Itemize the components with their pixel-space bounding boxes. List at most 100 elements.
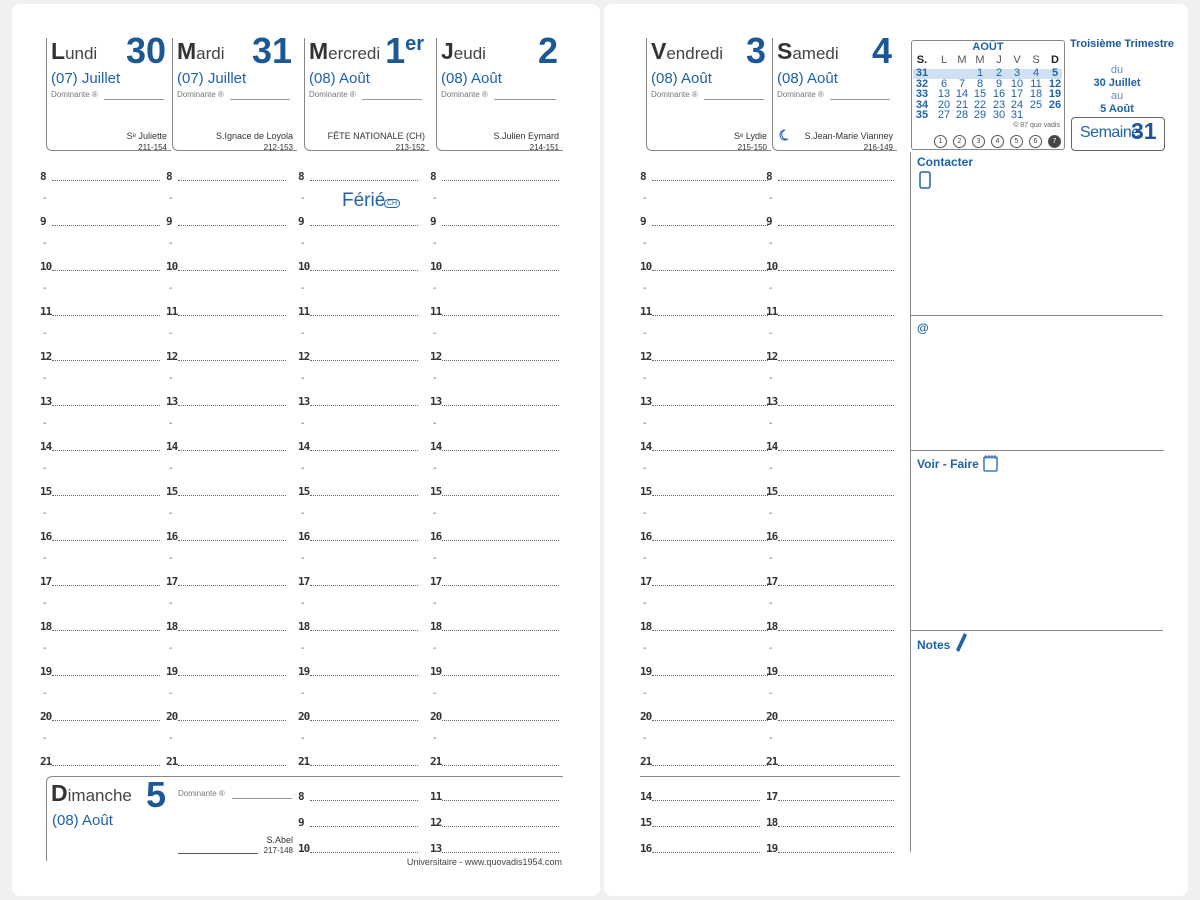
half-hour-dash: - bbox=[643, 553, 647, 564]
hour-line bbox=[310, 852, 418, 853]
hour-label: 20 bbox=[166, 710, 178, 723]
hour-line bbox=[52, 180, 160, 181]
section-label: Notes bbox=[917, 638, 951, 652]
day-header bbox=[172, 38, 297, 151]
day-number: 31 bbox=[251, 30, 292, 71]
half-hour-dash: - bbox=[769, 688, 773, 699]
half-hour-dash: - bbox=[643, 418, 647, 429]
dominante-line bbox=[362, 99, 422, 100]
phone-icon bbox=[919, 171, 931, 189]
half-hour-dash: - bbox=[301, 643, 305, 654]
half-hour-dash: - bbox=[433, 508, 437, 519]
half-hour-dash: - bbox=[433, 283, 437, 294]
calendar-day: 14 bbox=[955, 88, 969, 100]
day-month: (08) Août bbox=[309, 70, 370, 87]
weekday-circle: 1 bbox=[934, 135, 947, 148]
hour-line bbox=[442, 630, 559, 631]
day-month: (08) Août bbox=[441, 70, 502, 87]
hour-label: 10 bbox=[430, 260, 442, 273]
hour-label: 8 bbox=[766, 170, 773, 183]
hour-line bbox=[652, 450, 768, 451]
calendar-day: 3 bbox=[1013, 67, 1021, 79]
dominante-line bbox=[104, 99, 164, 100]
hour-label: 18 bbox=[640, 620, 652, 633]
weekday-circle: 7 bbox=[1048, 135, 1061, 148]
hour-line bbox=[442, 800, 559, 801]
hour-label: 16 bbox=[298, 530, 310, 543]
day-name: Lundi bbox=[51, 38, 98, 64]
half-hour-dash: - bbox=[169, 598, 173, 609]
hour-line bbox=[310, 180, 418, 181]
sunday-month: (08) Août bbox=[52, 812, 113, 829]
day-name: Jeudi bbox=[441, 38, 486, 64]
half-hour-dash: - bbox=[433, 193, 437, 204]
hour-label: 17 bbox=[166, 575, 178, 588]
hour-line bbox=[778, 765, 894, 766]
hour-line bbox=[778, 585, 894, 586]
section-label: Voir - Faire bbox=[917, 457, 979, 471]
half-hour-dash: - bbox=[43, 688, 47, 699]
half-hour-dash: - bbox=[169, 643, 173, 654]
hour-line bbox=[652, 405, 768, 406]
day-month: (08) Août bbox=[777, 70, 838, 87]
pen-icon bbox=[956, 633, 967, 652]
weekday-circle: 3 bbox=[972, 135, 985, 148]
hour-label: 11 bbox=[298, 305, 310, 318]
day-number: 30 bbox=[125, 30, 166, 71]
half-hour-dash: - bbox=[301, 193, 305, 204]
day-code: 215-150 bbox=[737, 143, 767, 152]
hour-line bbox=[178, 765, 286, 766]
weekday-circle: 4 bbox=[991, 135, 1004, 148]
hour-label: 14 bbox=[166, 440, 178, 453]
day-code: 217-148 bbox=[263, 846, 293, 855]
half-hour-dash: - bbox=[433, 733, 437, 744]
hour-label: 8 bbox=[166, 170, 173, 183]
hour-line bbox=[442, 225, 559, 226]
hour-line bbox=[310, 495, 418, 496]
hour-label: 13 bbox=[40, 395, 52, 408]
hour-label: 8 bbox=[298, 170, 305, 183]
hour-label: 20 bbox=[640, 710, 652, 723]
calendar-header: S. bbox=[916, 54, 928, 66]
day-number: 3 bbox=[745, 30, 766, 71]
hour-line bbox=[778, 270, 894, 271]
half-hour-dash: - bbox=[433, 643, 437, 654]
hour-line bbox=[778, 315, 894, 316]
hour-line bbox=[652, 800, 760, 801]
calendar-header: M bbox=[975, 54, 985, 66]
half-hour-dash: - bbox=[43, 553, 47, 564]
hour-label: 9 bbox=[298, 215, 305, 228]
hour-label: 9 bbox=[166, 215, 173, 228]
hour-line bbox=[442, 270, 559, 271]
hour-line bbox=[178, 675, 286, 676]
hour-line bbox=[178, 450, 286, 451]
half-hour-dash: - bbox=[301, 463, 305, 474]
half-hour-dash: - bbox=[43, 283, 47, 294]
calendar-day: 23 bbox=[992, 98, 1006, 111]
hour-label: 15 bbox=[640, 485, 652, 498]
calendar-day: 31 bbox=[1010, 109, 1024, 121]
half-hour-dash: - bbox=[433, 328, 437, 339]
hour-label: 9 bbox=[430, 215, 437, 228]
hour-label: 13 bbox=[166, 395, 178, 408]
calendar-day: 7 bbox=[958, 77, 966, 90]
hour-line bbox=[178, 720, 286, 721]
hour-label: 15 bbox=[766, 485, 778, 498]
hour-label: 19 bbox=[40, 665, 52, 678]
sunday-name: Dimanche bbox=[51, 780, 132, 806]
hour-line bbox=[310, 675, 418, 676]
half-hour-dash: - bbox=[643, 463, 647, 474]
calendar-month: AOÛT bbox=[972, 41, 1004, 53]
day-name: Mardi bbox=[177, 38, 225, 64]
calendar-day: 13 bbox=[937, 88, 951, 100]
hour-line bbox=[652, 270, 768, 271]
calendar-day: 28 bbox=[955, 109, 969, 121]
dominante: Dominante ® bbox=[441, 90, 488, 99]
half-hour-dash: - bbox=[301, 688, 305, 699]
calendar-header: L bbox=[940, 54, 948, 66]
day-code: 216-149 bbox=[863, 143, 893, 152]
hour-line bbox=[52, 585, 160, 586]
hour-label: 13 bbox=[298, 395, 310, 408]
hour-line bbox=[778, 405, 894, 406]
dominante: Dominante ® bbox=[51, 90, 98, 99]
